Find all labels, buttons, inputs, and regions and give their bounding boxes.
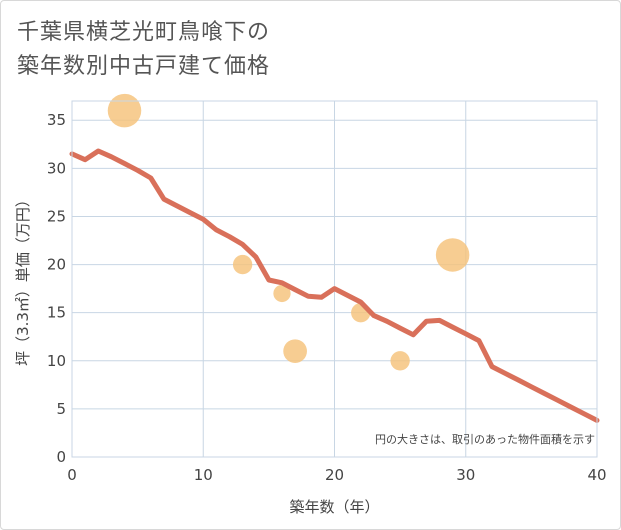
y-tick-label: 10 — [47, 352, 66, 370]
x-tick-label: 40 — [587, 466, 606, 484]
scatter-point — [232, 254, 253, 275]
chart-title-line-1: 千葉県横芝光町鳥喰下の — [17, 20, 271, 45]
scatter-point — [107, 93, 142, 128]
x-tick-label: 30 — [456, 466, 475, 484]
y-axis-label: 坪（3.3㎡）単価（万円） — [14, 192, 32, 366]
y-tick-label: 30 — [47, 159, 66, 177]
x-tick-label: 20 — [325, 466, 344, 484]
x-tick-label: 0 — [67, 466, 77, 484]
bubble-layer — [107, 93, 470, 371]
trend-line — [69, 148, 600, 423]
y-tick-label: 15 — [47, 304, 66, 322]
chart-title-line-2: 築年数別中古戸建て価格 — [17, 54, 271, 79]
x-axis-label: 築年数（年） — [289, 498, 379, 516]
scatter-point — [435, 238, 470, 272]
y-tick-label: 25 — [47, 207, 66, 225]
y-tick-label: 0 — [56, 448, 66, 466]
y-tick-label: 5 — [56, 400, 66, 418]
scatter-point — [273, 284, 291, 303]
chart-title: 千葉県横芝光町鳥喰下の 築年数別中古戸建て価格 — [17, 16, 270, 84]
scatter-point — [283, 339, 307, 364]
y-tick-label: 20 — [47, 256, 66, 274]
scatter-point — [390, 351, 410, 371]
plot-border — [71, 100, 598, 458]
y-tick-label: 35 — [47, 111, 66, 129]
y-axis-ticks: 0 5 10 15 20 25 30 35 — [47, 111, 66, 466]
x-axis-ticks: 0 10 20 30 40 — [67, 466, 606, 484]
x-tick-label: 10 — [194, 466, 213, 484]
bubble-size-note: 円の大きさは、取引のあった物件面積を示す — [375, 432, 595, 446]
